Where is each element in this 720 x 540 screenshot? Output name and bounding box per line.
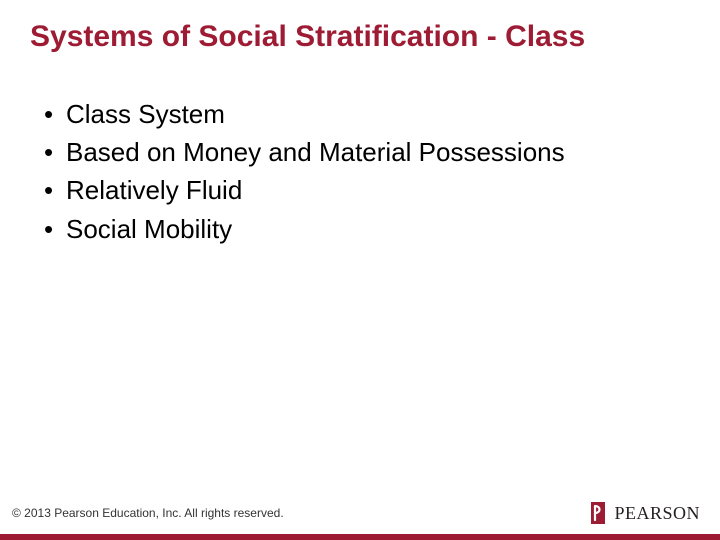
bullet-list: Class System Based on Money and Material… (40, 96, 680, 248)
slide: Systems of Social Stratification - Class… (0, 0, 720, 540)
list-item: Based on Money and Material Possessions (40, 134, 680, 170)
slide-title: Systems of Social Stratification - Class (0, 0, 720, 66)
footer-accent-bar (0, 534, 720, 540)
copyright-text: © 2013 Pearson Education, Inc. All right… (12, 506, 284, 520)
list-item: Relatively Fluid (40, 172, 680, 208)
pearson-logo-mark-icon (588, 500, 608, 526)
list-item: Social Mobility (40, 211, 680, 247)
pearson-logo-text: PEARSON (614, 503, 700, 524)
slide-content: Class System Based on Money and Material… (0, 66, 720, 487)
list-item: Class System (40, 96, 680, 132)
slide-footer: © 2013 Pearson Education, Inc. All right… (0, 486, 720, 540)
pearson-logo: PEARSON (588, 500, 700, 526)
